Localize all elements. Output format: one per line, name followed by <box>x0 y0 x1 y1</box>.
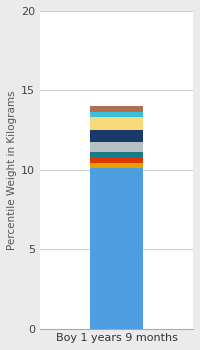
Bar <box>90 158 143 163</box>
Bar <box>90 142 143 152</box>
Bar <box>90 152 143 158</box>
Bar <box>90 112 143 118</box>
Y-axis label: Percentile Weight in Kilograms: Percentile Weight in Kilograms <box>7 90 17 250</box>
Bar <box>90 118 143 130</box>
Bar <box>90 168 143 329</box>
Bar <box>90 106 143 112</box>
Bar <box>90 130 143 142</box>
Bar <box>90 163 143 168</box>
